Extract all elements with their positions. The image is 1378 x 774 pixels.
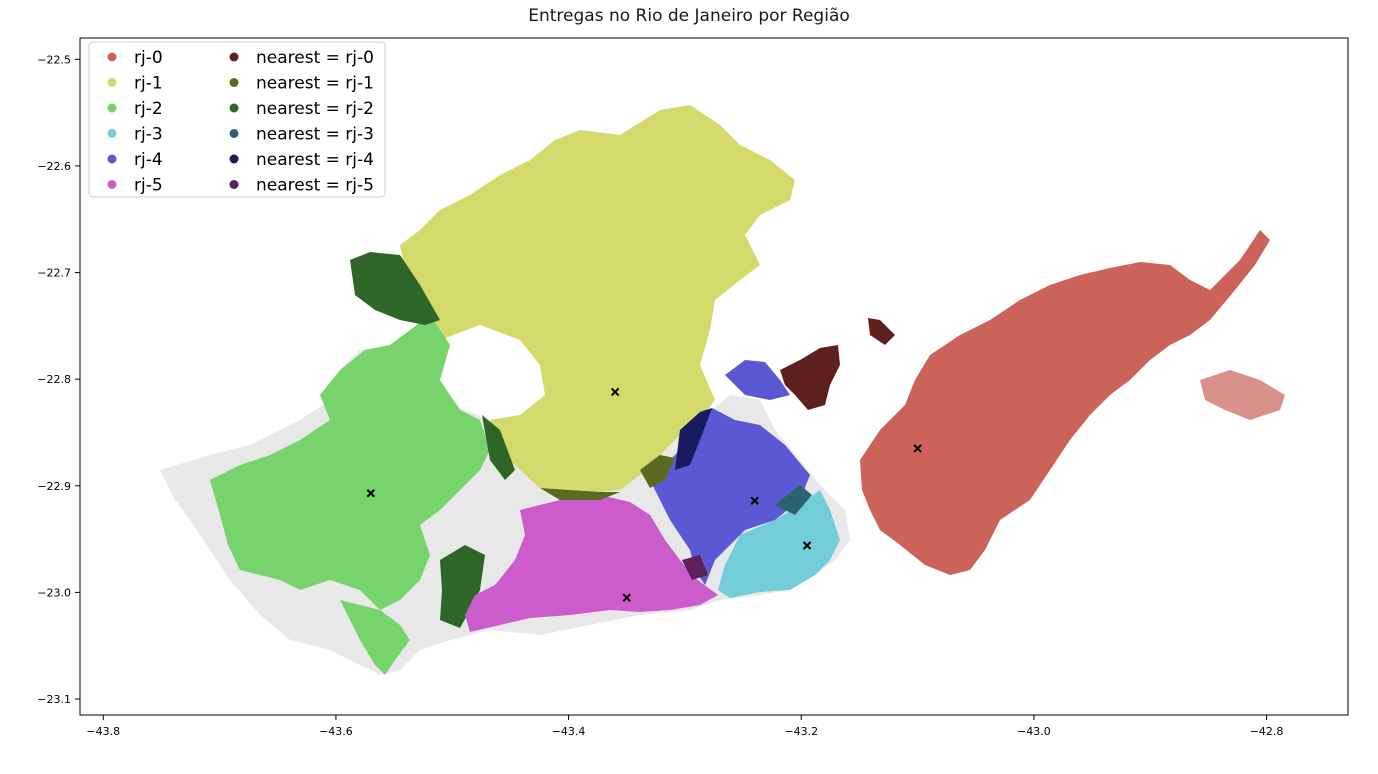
x-tick-label: −43.8 xyxy=(86,725,120,738)
x-tick-label: −43.6 xyxy=(319,725,353,738)
nearest-rj-1 xyxy=(640,455,675,488)
legend: rj-0rj-1rj-2rj-3rj-4rj-5 nearest = rj-0n… xyxy=(88,41,386,198)
nearest-rj-0 xyxy=(780,345,840,410)
centroid-marker-rj-2 xyxy=(366,489,376,498)
centroid-marker-rj-4 xyxy=(750,496,759,505)
y-tick-label: −22.7 xyxy=(37,267,71,280)
legend-label: nearest = rj-4 xyxy=(256,150,374,170)
region-rj-4-north xyxy=(725,360,790,400)
legend-label: rj-3 xyxy=(134,125,163,145)
legend-marker xyxy=(107,154,117,164)
centroid-marker-rj-1 xyxy=(610,387,620,397)
region-rj-3 xyxy=(718,490,840,598)
legend-label: rj-1 xyxy=(134,74,163,94)
x-axis-ticks: −43.8 −43.6 −43.4 −43.2 −43.0 −42.8 xyxy=(86,715,1283,738)
legend-marker xyxy=(229,78,239,87)
y-tick-label: −22.6 xyxy=(37,160,71,173)
nearest-rj-5 xyxy=(682,555,708,580)
legend-marker xyxy=(107,103,117,113)
legend-marker xyxy=(229,180,239,189)
region-rj-5 xyxy=(465,495,718,632)
legend-label: nearest = rj-5 xyxy=(256,176,374,196)
nearest-rj-3 xyxy=(775,485,812,515)
y-tick-label: −22.5 xyxy=(37,53,71,66)
y-tick-label: −23.1 xyxy=(37,693,71,706)
legend-regions-column: rj-0 rj-1 rj-2 rj-3 rj-4 rj-5 xyxy=(107,48,163,196)
legend-label: rj-4 xyxy=(134,150,163,170)
region-rj-0-east-spread xyxy=(1200,370,1285,420)
legend-marker xyxy=(107,78,117,87)
y-tick-label: −22.8 xyxy=(37,373,71,386)
legend-label: nearest = rj-0 xyxy=(256,48,374,68)
nearest-rj-2-south xyxy=(440,545,485,628)
legend-label: nearest = rj-1 xyxy=(256,74,374,94)
nearest-rj-1-south xyxy=(540,488,620,500)
legend-label: rj-0 xyxy=(134,48,163,68)
legend-marker xyxy=(229,52,239,62)
nearest-rj-2-mid xyxy=(482,415,515,480)
centroid-marker-rj-3 xyxy=(802,541,812,550)
legend-marker xyxy=(229,129,239,138)
map-title: Entregas no Rio de Janeiro por Região xyxy=(528,6,850,26)
centroid-layer xyxy=(366,387,922,602)
legend-box xyxy=(88,41,386,198)
legend-label: nearest = rj-2 xyxy=(256,99,374,119)
x-tick-label: −43.2 xyxy=(784,725,818,738)
legend-label: rj-2 xyxy=(134,99,163,119)
x-tick-label: −43.4 xyxy=(552,725,586,738)
y-axis-ticks: −22.5 −22.6 −22.7 −22.8 −22.9 −23.0 −23.1 xyxy=(37,53,80,706)
region-rj-2 xyxy=(210,315,490,610)
region-rj-0 xyxy=(860,230,1270,575)
nearest-rj-2-north xyxy=(350,252,440,325)
legend-marker xyxy=(107,129,117,138)
legend-marker xyxy=(107,52,117,62)
y-tick-label: −23.0 xyxy=(37,586,71,599)
region-layer xyxy=(210,105,1285,675)
nearest-rj-4 xyxy=(675,408,712,470)
guanabara-bay-water xyxy=(440,325,545,420)
x-tick-label: −43.0 xyxy=(1017,725,1051,738)
legend-marker xyxy=(229,154,239,164)
legend-label: nearest = rj-3 xyxy=(256,125,374,145)
x-tick-label: −42.8 xyxy=(1250,725,1284,738)
centroid-marker-rj-5 xyxy=(622,593,631,602)
y-tick-label: −22.9 xyxy=(37,480,71,493)
region-rj-2-south xyxy=(340,600,410,675)
legend-nearest-column: nearest = rj-0 nearest = rj-1 nearest = rj… xyxy=(229,48,374,196)
legend-marker xyxy=(229,103,239,113)
nearest-rj-0-island xyxy=(868,318,895,345)
legend-label: rj-5 xyxy=(134,176,163,196)
legend-marker xyxy=(107,180,117,189)
centroid-marker-rj-0 xyxy=(913,444,922,453)
